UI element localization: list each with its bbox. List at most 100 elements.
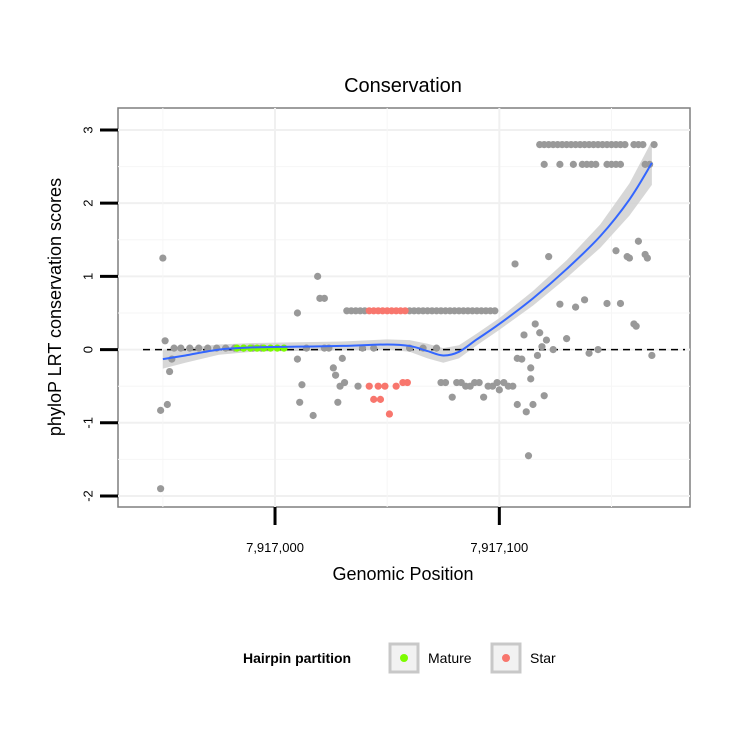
point-other — [309, 411, 317, 420]
point-other — [432, 344, 441, 352]
point-other — [625, 254, 634, 262]
point-other — [159, 254, 167, 262]
legend-item-mature: Mature — [388, 642, 472, 674]
point-other — [520, 331, 528, 339]
point-other — [157, 485, 165, 493]
point-other — [522, 408, 530, 416]
point-other — [585, 349, 593, 357]
point-star — [403, 378, 411, 387]
point-mature — [273, 344, 281, 352]
x-axis-title: Genomic Position — [332, 564, 473, 584]
point-other — [293, 309, 302, 317]
point-other — [650, 141, 658, 149]
point-other — [556, 160, 564, 168]
point-other — [448, 393, 456, 401]
y-tick-label: 3 — [81, 126, 96, 133]
smooth-trend — [162, 162, 653, 361]
point-other — [634, 237, 643, 245]
point-other — [509, 382, 517, 390]
grid-lines — [118, 108, 690, 507]
point-other — [296, 398, 304, 406]
y-tick-label: 2 — [81, 200, 96, 207]
legend: Hairpin partition Mature Star — [243, 642, 556, 674]
point-other — [370, 344, 378, 352]
point-other — [616, 160, 625, 168]
point-mature — [280, 344, 288, 352]
legend-dot-mature — [400, 654, 408, 662]
point-other — [163, 400, 171, 409]
point-star — [392, 382, 400, 390]
point-other — [495, 386, 503, 394]
y-tick-label: 0 — [81, 346, 96, 353]
x-axis: 7,917,000 7,917,100 — [246, 507, 528, 555]
y-tick-label: -2 — [81, 490, 96, 502]
point-star — [381, 382, 389, 390]
legend-title: Hairpin partition — [243, 650, 351, 666]
y-tick-label: -1 — [81, 417, 96, 429]
point-other — [298, 381, 306, 389]
point-star — [401, 307, 409, 315]
smooth-line — [162, 162, 653, 361]
point-other — [646, 160, 654, 168]
y-axis-title: phyloP LRT conservation scores — [45, 178, 65, 436]
legend-item-star: Star — [490, 642, 556, 674]
point-other — [161, 337, 169, 345]
point-star — [385, 410, 394, 418]
point-other — [513, 400, 521, 409]
point-other — [592, 160, 600, 168]
point-other — [186, 344, 194, 352]
confidence-ribbon — [162, 140, 652, 369]
point-star — [376, 395, 385, 403]
point-other — [529, 400, 537, 409]
legend-dot-star — [502, 654, 510, 662]
point-other — [536, 329, 544, 337]
point-other — [533, 351, 542, 360]
point-other — [556, 300, 564, 308]
point-other — [441, 378, 450, 387]
point-other — [493, 378, 501, 387]
x-tick-label: 7,917,000 — [246, 540, 304, 555]
point-other — [549, 345, 557, 354]
point-other — [511, 260, 519, 268]
point-other — [572, 303, 580, 311]
point-other — [340, 378, 349, 387]
point-other — [545, 253, 553, 261]
point-other — [480, 393, 488, 401]
x-tick-label: 7,917,100 — [470, 540, 528, 555]
point-other — [538, 343, 546, 351]
point-star — [374, 382, 382, 390]
point-other — [643, 254, 651, 262]
point-other — [314, 272, 322, 280]
point-other — [329, 364, 337, 372]
point-other — [177, 344, 185, 352]
point-other — [518, 355, 526, 363]
point-other — [170, 344, 178, 352]
y-axis: -2 -1 0 1 2 3 — [81, 126, 118, 502]
point-other — [475, 378, 483, 387]
point-mature — [266, 344, 275, 352]
point-other — [204, 344, 212, 352]
point-other — [531, 320, 539, 328]
point-other — [334, 398, 342, 406]
point-other — [603, 299, 611, 308]
point-other — [527, 364, 535, 372]
point-other — [358, 344, 367, 352]
point-other — [594, 345, 602, 354]
y-tick-label: 1 — [81, 273, 96, 280]
smooth-confidence-band — [162, 140, 652, 369]
point-star — [365, 382, 373, 390]
legend-label-star: Star — [530, 650, 556, 666]
point-other — [354, 382, 362, 390]
point-other — [616, 299, 625, 308]
point-other — [563, 335, 571, 343]
point-other — [331, 371, 340, 379]
point-other — [632, 322, 640, 330]
point-other — [527, 375, 535, 383]
point-other — [612, 247, 620, 255]
point-other — [165, 367, 174, 376]
point-other — [639, 141, 647, 149]
point-other — [648, 351, 656, 360]
point-other — [524, 452, 533, 460]
point-other — [580, 296, 589, 304]
